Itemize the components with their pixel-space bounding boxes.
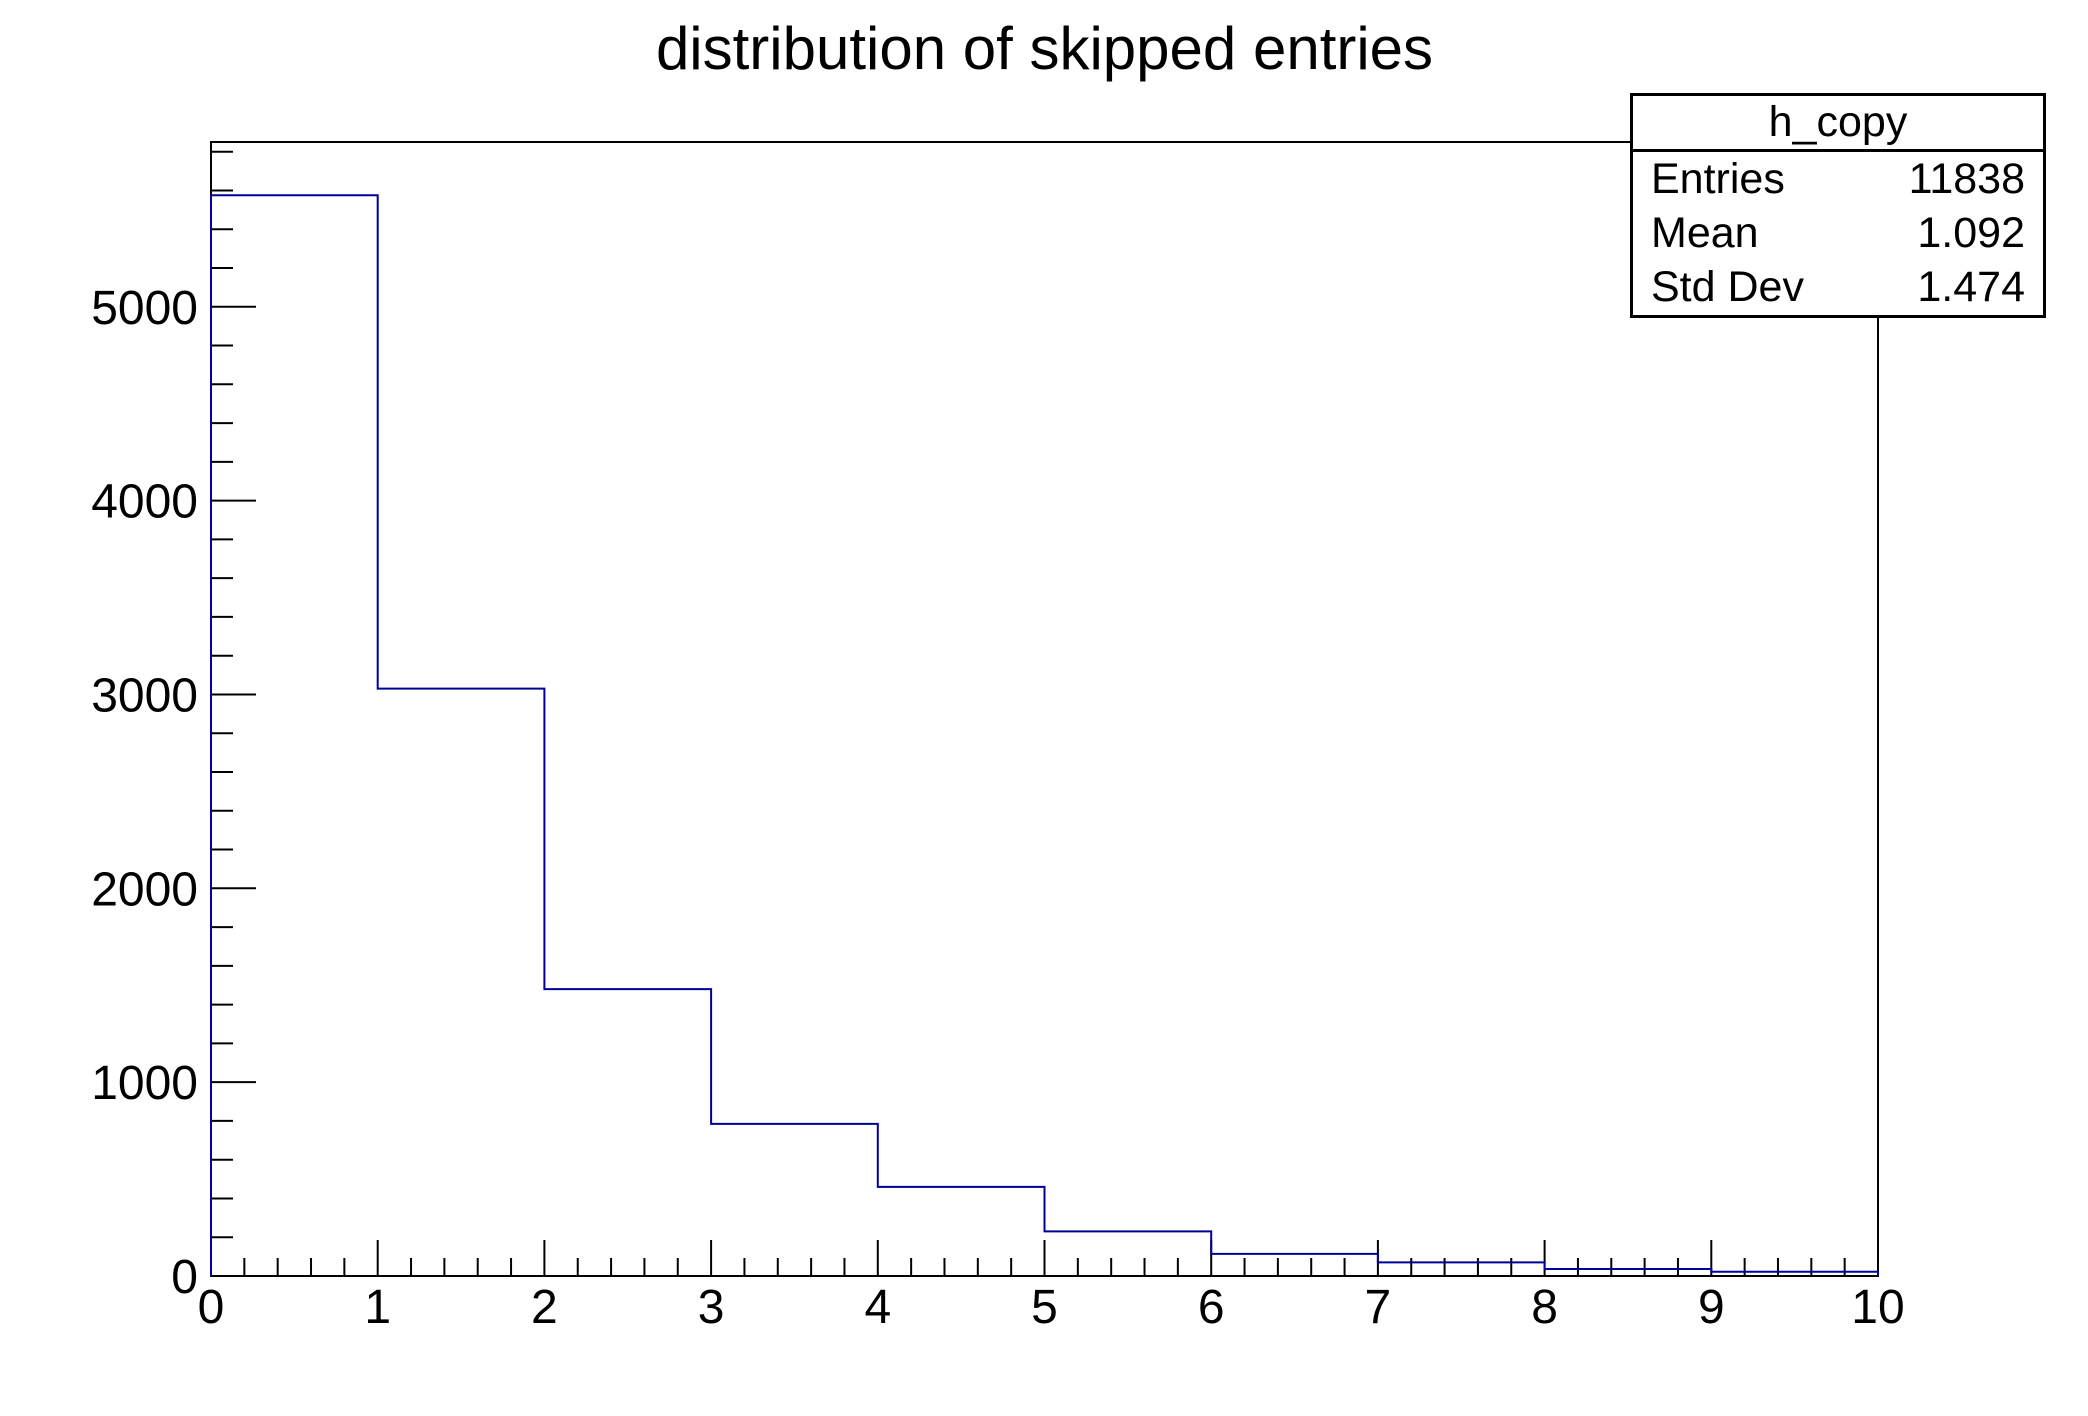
- stats-title: h_copy: [1768, 98, 1908, 146]
- chart-title: distribution of skipped entries: [655, 15, 1434, 82]
- x-tick-label: 6: [1198, 1281, 1225, 1334]
- y-tick-label: 2000: [91, 863, 198, 916]
- histogram-step-line: [210, 194, 1879, 1276]
- x-tick-label: 1: [364, 1281, 391, 1334]
- stats-box: h_copy Entries 11838 Mean 1.092 Std Dev …: [1630, 93, 2046, 318]
- x-tick-label: 7: [1365, 1281, 1392, 1334]
- stats-label-stddev: Std Dev: [1651, 262, 1804, 311]
- stats-value-mean: 1.092: [1917, 208, 2025, 257]
- stats-value-stddev: 1.474: [1917, 262, 2025, 311]
- x-tick-label: 8: [1531, 1281, 1558, 1334]
- y-tick-label: 3000: [91, 669, 198, 722]
- stats-label-mean: Mean: [1651, 208, 1759, 257]
- x-tick-label: 3: [698, 1281, 725, 1334]
- stats-row-entries: Entries 11838: [1633, 152, 2043, 206]
- x-tick-label: 0: [198, 1281, 225, 1334]
- y-tick-label: 4000: [91, 476, 198, 529]
- y-tick-label: 1000: [91, 1057, 198, 1110]
- x-tick-label: 10: [1851, 1281, 1904, 1334]
- plot-frame: [210, 141, 1879, 1277]
- stats-value-entries: 11838: [1908, 154, 2025, 203]
- y-tick-label: 5000: [91, 282, 198, 335]
- x-tick-label: 5: [1031, 1281, 1058, 1334]
- stats-row-stddev: Std Dev 1.474: [1633, 260, 2043, 314]
- stats-label-entries: Entries: [1651, 154, 1785, 203]
- x-tick-label: 9: [1698, 1281, 1725, 1334]
- y-tick-label: 0: [171, 1251, 198, 1304]
- x-tick-label: 4: [864, 1281, 891, 1334]
- x-tick-label: 2: [531, 1281, 558, 1334]
- stats-row-mean: Mean 1.092: [1633, 206, 2043, 260]
